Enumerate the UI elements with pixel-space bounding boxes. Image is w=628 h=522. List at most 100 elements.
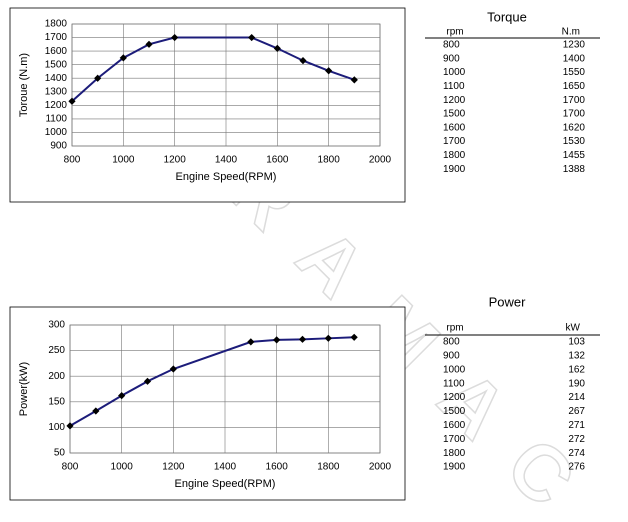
x-tick-label: 1600: [266, 462, 289, 473]
table-cell: 1388: [563, 164, 586, 175]
y-tick-label: 1300: [45, 86, 68, 97]
x-tick-label: 2000: [369, 155, 392, 166]
y-tick-label: 100: [48, 422, 65, 433]
data-point: [94, 74, 102, 82]
y-tick-label: 1500: [45, 59, 68, 70]
data-point: [68, 97, 76, 105]
table-cell: 1900: [443, 462, 466, 473]
table-cell: 1500: [443, 109, 466, 120]
y-tick-label: 1700: [45, 32, 68, 43]
table-cell: 1200: [443, 392, 466, 403]
table-cell: 1650: [563, 81, 586, 92]
x-tick-label: 800: [62, 462, 79, 473]
data-point: [143, 377, 152, 385]
data-point: [145, 40, 153, 48]
data-point: [118, 392, 126, 400]
table-cell: 1700: [563, 109, 586, 120]
data-point: [298, 335, 307, 343]
table-cell: 1000: [443, 364, 466, 375]
table-cell: 162: [568, 364, 585, 375]
x-tick-label: 1200: [164, 155, 187, 166]
y-tick-label: 200: [48, 371, 65, 382]
table-cell: 1200: [443, 95, 466, 106]
x-tick-label: 1200: [162, 462, 185, 473]
y-tick-label: 300: [48, 320, 65, 331]
table-header: rpm: [446, 27, 463, 38]
data-point: [299, 57, 307, 65]
table-cell: 1700: [443, 434, 466, 445]
y-tick-label: 50: [54, 448, 66, 459]
data-point: [66, 422, 74, 430]
x-tick-label: 1600: [266, 155, 289, 166]
data-point: [247, 338, 255, 346]
table-cell: 1900: [443, 164, 466, 175]
table-cell: 1455: [563, 150, 586, 161]
data-point: [324, 334, 332, 342]
table-cell: 800: [443, 337, 460, 348]
table-title: Torque: [487, 9, 527, 24]
data-point: [171, 33, 179, 42]
x-tick-label: 1400: [214, 462, 237, 473]
y-tick-label: 1400: [45, 73, 68, 84]
table-cell: 1230: [563, 40, 586, 51]
table-cell: 271: [568, 420, 585, 431]
x-tick-label: 1400: [215, 155, 238, 166]
data-point: [350, 76, 358, 84]
y-tick-label: 1200: [45, 100, 68, 111]
table-cell: 190: [568, 378, 585, 389]
table-cell: 1500: [443, 406, 466, 417]
x-tick-label: 800: [64, 155, 81, 166]
y-tick-label: 1600: [45, 46, 68, 57]
x-tick-label: 1800: [318, 155, 341, 166]
chart-frame: [9, 306, 406, 501]
table-cell: 274: [568, 448, 585, 459]
table-cell: 272: [568, 434, 585, 445]
table-cell: 900: [443, 351, 460, 362]
table-cell: 1600: [443, 420, 466, 431]
table-cell: 103: [568, 337, 585, 348]
table-title: Power: [489, 294, 527, 309]
table-cell: 900: [443, 53, 460, 64]
x-tick-label: 1800: [317, 462, 340, 473]
data-point: [350, 333, 358, 341]
chart-frame: [9, 7, 406, 203]
table-cell: 1100: [443, 81, 465, 92]
table-cell: 132: [568, 351, 585, 362]
x-axis-label: Engine Speed(RPM): [175, 478, 276, 490]
y-tick-label: 250: [48, 345, 65, 356]
table-header: kW: [566, 323, 581, 334]
table-cell: 1620: [563, 122, 586, 133]
y-axis-label: Power(kW): [18, 362, 30, 416]
plot-border: [69, 324, 381, 454]
data-point: [248, 33, 256, 42]
y-tick-label: 1000: [45, 127, 68, 138]
plot-border: [71, 23, 381, 147]
table-cell: 1550: [563, 67, 586, 78]
data-point: [169, 365, 177, 373]
y-axis-label: Toroue (N.m): [18, 53, 30, 117]
x-axis-label: Engine Speed(RPM): [176, 171, 277, 183]
y-tick-label: 150: [48, 396, 65, 407]
x-tick-label: 2000: [369, 462, 392, 473]
table-header: rpm: [446, 323, 463, 334]
y-tick-label: 1100: [45, 114, 67, 125]
data-line: [71, 36, 355, 103]
table-cell: 267: [568, 406, 585, 417]
data-point: [273, 336, 281, 344]
table-cell: 1100: [443, 378, 465, 389]
table-cell: 276: [568, 462, 585, 473]
table-cell: 214: [568, 392, 585, 403]
y-tick-label: 900: [50, 141, 67, 152]
table-cell: 800: [443, 40, 460, 51]
table-cell: 1700: [443, 136, 466, 147]
data-point: [119, 54, 127, 62]
x-tick-label: 1000: [112, 155, 135, 166]
y-tick-label: 1800: [45, 19, 68, 30]
data-line: [69, 336, 355, 427]
table-cell: 1800: [443, 150, 466, 161]
table-cell: 1800: [443, 448, 466, 459]
table-cell: 1600: [443, 122, 466, 133]
table-header: N.m: [562, 27, 580, 38]
table-cell: 1530: [563, 136, 586, 147]
data-point: [325, 67, 333, 75]
